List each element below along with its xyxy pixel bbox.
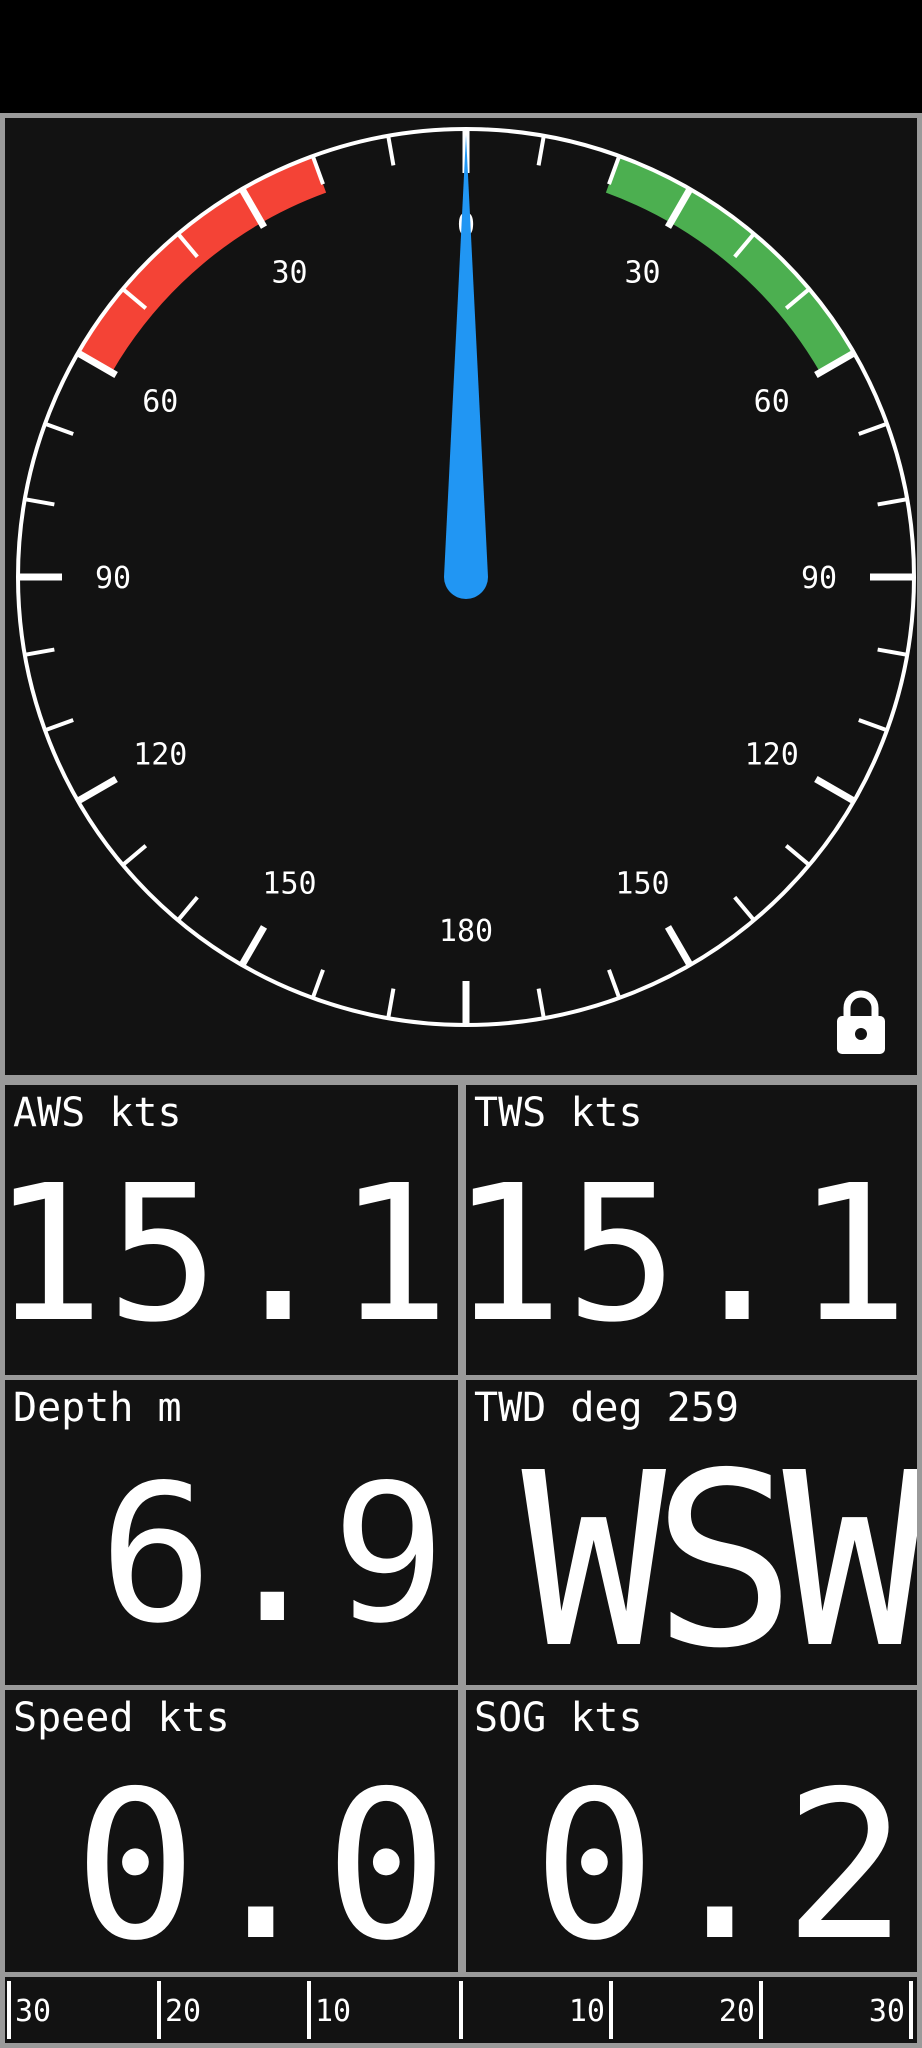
- speed-label: Speed kts: [13, 1695, 230, 1741]
- minor-tick: [386, 135, 396, 166]
- sog-value: 0.2: [532, 1748, 909, 1977]
- lock-icon[interactable]: [833, 990, 889, 1056]
- scale-label-right: 20: [719, 1994, 755, 2029]
- minor-tick: [536, 135, 546, 166]
- wind-pointer: [444, 135, 488, 599]
- minor-tick: [121, 844, 148, 867]
- minor-tick: [536, 988, 546, 1019]
- aws-value: 15.1: [0, 1145, 452, 1364]
- minor-tick: [858, 421, 888, 436]
- angle-label-port: 60: [142, 385, 178, 420]
- major-tick: [814, 775, 856, 805]
- minor-tick: [121, 287, 148, 310]
- minor-tick: [310, 155, 325, 185]
- angle-label-starboard: 60: [754, 385, 790, 420]
- scale-label-left: 10: [315, 1994, 351, 2029]
- sog-panel[interactable]: SOG kts 0.2: [461, 1685, 922, 1977]
- major-tick: [664, 187, 694, 229]
- depth-label: Depth m: [13, 1385, 182, 1431]
- major-tick: [814, 349, 856, 379]
- minor-tick: [44, 718, 74, 733]
- cross-track-scale: 30 20 10 10 20 30: [0, 1972, 922, 2048]
- minor-tick: [784, 287, 811, 310]
- minor-tick: [607, 969, 622, 999]
- angle-label-port: 120: [133, 738, 187, 773]
- angle-label-starboard: 120: [745, 738, 799, 773]
- speed-value: 0.0: [73, 1748, 450, 1977]
- major-tick: [664, 925, 694, 967]
- minor-tick: [877, 647, 908, 657]
- depth-value: 6.9: [98, 1444, 448, 1665]
- status-bar: [0, 0, 922, 113]
- scale-label-left: 30: [15, 1994, 51, 2029]
- twd-value: WSW: [521, 1421, 917, 1690]
- minor-tick: [176, 232, 199, 259]
- tws-value: 15.1: [461, 1145, 911, 1364]
- angle-label-port: 90: [95, 561, 131, 596]
- scale-label-right: 30: [869, 1994, 905, 2029]
- angle-label-starboard: 90: [801, 561, 837, 596]
- major-tick: [76, 349, 118, 379]
- minor-tick: [176, 895, 199, 922]
- wind-angle-gauge[interactable]: 3060901201503060901201501800: [0, 113, 922, 1080]
- aws-panel[interactable]: AWS kts 15.1: [0, 1080, 463, 1380]
- sog-label: SOG kts: [474, 1695, 643, 1741]
- minor-tick: [858, 718, 888, 733]
- minor-tick: [386, 988, 396, 1019]
- speed-panel[interactable]: Speed kts 0.0: [0, 1685, 463, 1977]
- angle-label-starboard: 30: [624, 255, 660, 290]
- gauge-dial: 3060901201503060901201501800: [16, 127, 916, 1027]
- angle-label-starboard: 150: [615, 867, 669, 902]
- scale-label-left: 20: [165, 1994, 201, 2029]
- minor-tick: [24, 497, 55, 507]
- minor-tick: [733, 895, 756, 922]
- tws-panel[interactable]: TWS kts 15.1: [461, 1080, 922, 1380]
- scale-label-right: 10: [569, 1994, 605, 2029]
- major-tick: [238, 925, 268, 967]
- minor-tick: [24, 647, 55, 657]
- angle-label-bottom: 180: [439, 914, 493, 949]
- tws-label: TWS kts: [474, 1090, 643, 1136]
- minor-tick: [607, 155, 622, 185]
- minor-tick: [44, 421, 74, 436]
- major-tick: [238, 187, 268, 229]
- aws-label: AWS kts: [13, 1090, 182, 1136]
- twd-panel[interactable]: TWD deg 259 WSW: [461, 1375, 922, 1690]
- angle-label-port: 150: [262, 867, 316, 902]
- major-tick: [76, 775, 118, 805]
- scale-svg: 30 20 10 10 20 30: [7, 1981, 913, 2039]
- angle-label-port: 30: [271, 255, 307, 290]
- minor-tick: [310, 969, 325, 999]
- depth-panel[interactable]: Depth m 6.9: [0, 1375, 463, 1690]
- twd-label: TWD deg 259: [474, 1385, 739, 1431]
- minor-tick: [733, 232, 756, 259]
- minor-tick: [784, 844, 811, 867]
- minor-tick: [877, 497, 908, 507]
